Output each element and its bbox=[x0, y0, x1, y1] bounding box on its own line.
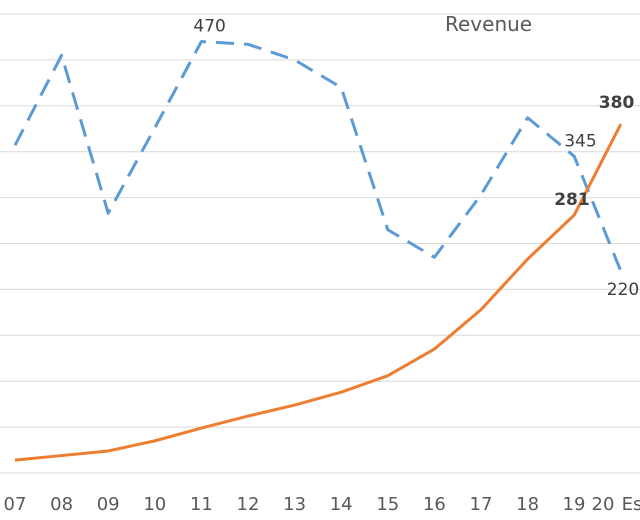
series-group bbox=[13, 40, 623, 462]
x-tick-label: 17 bbox=[470, 494, 493, 515]
chart-title: Revenue bbox=[445, 12, 532, 36]
data-label: 470 bbox=[193, 17, 225, 37]
x-tick-label: 13 bbox=[283, 494, 306, 515]
x-tick-label: 12 bbox=[237, 494, 260, 515]
x-tick-label: 11 bbox=[190, 494, 213, 515]
x-tick-label: 15 bbox=[376, 494, 399, 515]
x-tick-label: 18 bbox=[516, 494, 539, 515]
data-labels: 470 345 220 281 380 bbox=[193, 17, 639, 301]
data-label: 220 bbox=[607, 280, 639, 300]
x-tick-label: 19 bbox=[563, 494, 586, 515]
data-label: 281 bbox=[554, 190, 590, 210]
x-tick-label: Es bbox=[622, 494, 640, 515]
x-tick-label: 20 bbox=[592, 494, 615, 515]
x-tick-label: 16 bbox=[423, 494, 446, 515]
x-tick-label: 07 bbox=[4, 494, 27, 515]
data-label: 345 bbox=[564, 131, 596, 151]
data-label: 380 bbox=[599, 93, 635, 113]
series-line-0 bbox=[13, 40, 623, 272]
x-tick-label: 14 bbox=[330, 494, 353, 515]
series-line-1 bbox=[14, 123, 623, 462]
x-tick-label: 10 bbox=[143, 494, 166, 515]
x-tick-label: 08 bbox=[50, 494, 73, 515]
x-axis-ticks: 07 08 09 10 11 12 13 14 15 16 17 18 19 20 Es bbox=[4, 494, 640, 515]
x-tick-label: 09 bbox=[97, 494, 120, 515]
gridlines bbox=[0, 13, 640, 474]
